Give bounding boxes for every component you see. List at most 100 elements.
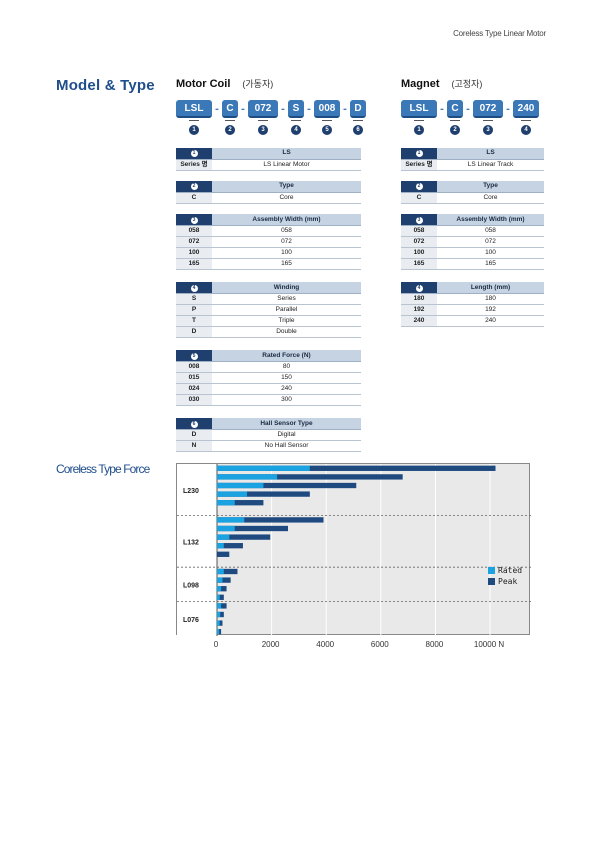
spec-code-cell: 030 — [176, 394, 212, 406]
table-row: 072 072 — [176, 236, 361, 248]
spec-table-number: 1 — [176, 148, 212, 160]
force-chart-svg: L230 L132 L098 L076 — [177, 464, 531, 636]
spec-number-badge: 4 — [415, 284, 423, 292]
spec-table-number: 5 — [176, 350, 212, 362]
motor-code-underline — [189, 120, 199, 121]
chart-bar-rated — [217, 620, 220, 626]
spec-value-cell: No Hall Sensor — [212, 440, 361, 452]
chart-bar-peak — [217, 551, 230, 557]
spec-number-badge: 2 — [415, 183, 423, 191]
magnet-spec-table: 3 Assembly Width (mm) 058 058 072 072 100 100 16… — [401, 214, 544, 270]
chart-bar-rated — [217, 517, 245, 523]
spec-table-number: 3 — [401, 214, 437, 226]
spec-number-badge: 1 — [415, 150, 423, 158]
x-axis-ticks: 0 2000 4000 6000 8000 10000 N — [0, 640, 600, 654]
spec-table-number: 1 — [401, 148, 437, 160]
magnet-spec-table: 4 Length (mm) 180 180 192 192 240 240 — [401, 282, 544, 327]
chart-bar-rated — [217, 611, 221, 618]
table-row: D Digital — [176, 429, 361, 441]
spec-value-cell: 80 — [212, 361, 361, 373]
spec-table-title: LS — [212, 148, 361, 160]
spec-value-cell: Triple — [212, 315, 361, 327]
chart-bar-peak — [217, 543, 243, 549]
force-title: Coreless Type Force — [56, 462, 150, 476]
spec-value-cell: LS Linear Track — [437, 159, 544, 171]
chart-bar-peak — [217, 500, 264, 506]
magnet-subtitle: (고정자) — [451, 79, 483, 89]
spec-code-cell: D — [176, 326, 212, 338]
spec-value-cell: 240 — [437, 315, 544, 327]
motor-code-number: 3 — [258, 125, 268, 135]
spec-value-cell: Core — [212, 192, 361, 204]
motor-code-segment: 008 — [314, 100, 340, 118]
magnet-code-segment: 072 — [473, 100, 503, 118]
chart-bar-peak — [217, 465, 496, 471]
page-header: Coreless Type Linear Motor — [453, 29, 546, 38]
motor-spec-table-header: 5 Rated Force (N) — [176, 350, 361, 362]
spec-number-badge: 3 — [190, 216, 198, 224]
chart-bar-peak — [217, 611, 224, 618]
motor-code-underline — [225, 120, 235, 121]
chart-bar-rated — [217, 482, 264, 489]
spec-table-title: Assembly Width (mm) — [437, 214, 544, 226]
legend-item: Rated — [488, 565, 522, 576]
spec-code-cell: 100 — [401, 247, 437, 259]
motor-code-dash: - — [241, 103, 245, 115]
table-row: 058 058 — [401, 225, 544, 237]
table-row: 058 058 — [176, 225, 361, 237]
spec-code-cell: N — [176, 440, 212, 452]
magnet-code-underline — [521, 120, 531, 121]
x-tick-label: 10000 N — [473, 640, 505, 649]
spec-number-badge: 4 — [190, 284, 198, 292]
spec-number-badge: 1 — [190, 150, 198, 158]
motor-code-underline — [353, 120, 363, 121]
spec-code-cell: S — [176, 293, 212, 305]
spec-code-cell: Series 명 — [401, 159, 437, 171]
x-tick-label: 6000 — [370, 640, 389, 649]
chart-group-label: L132 — [183, 539, 199, 546]
spec-value-cell: 058 — [212, 225, 361, 237]
table-row: 100 100 — [176, 247, 361, 259]
spec-code-cell: 100 — [176, 247, 212, 259]
table-row: S Series — [176, 293, 361, 305]
x-tick-label: 0 — [213, 640, 219, 649]
spec-code-cell: 072 — [176, 236, 212, 248]
spec-number-badge: 5 — [190, 352, 198, 360]
table-row: Series 명 LS Linear Track — [401, 159, 544, 171]
table-row: 008 80 — [176, 361, 361, 373]
chart-bar-peak — [217, 482, 357, 489]
motor-spec-table-header: 3 Assembly Width (mm) — [176, 214, 361, 226]
spec-value-cell: Double — [212, 326, 361, 338]
chart-bar-rated — [217, 534, 230, 540]
table-row: 015 150 — [176, 372, 361, 384]
motor-code-number: 5 — [322, 125, 332, 135]
spec-value-cell: 300 — [212, 394, 361, 406]
spec-value-cell: 150 — [212, 372, 361, 384]
spec-table-title: Type — [437, 181, 544, 193]
legend-label: Rated — [498, 566, 523, 575]
spec-code-cell: 008 — [176, 361, 212, 373]
chart-bar-peak — [217, 577, 231, 583]
legend-label: Peak — [498, 577, 518, 586]
magnet-code-underline — [450, 120, 460, 121]
table-row: Series 명 LS Linear Motor — [176, 159, 361, 171]
chart-bar-rated — [217, 474, 278, 480]
magnet-code-number: 2 — [450, 125, 460, 135]
motor-code-segment: S — [288, 100, 304, 118]
motor-coil-subtitle: (가동자) — [242, 79, 274, 89]
motor-code-underline — [322, 120, 332, 121]
chart-bar-rated — [217, 577, 223, 583]
table-row: 165 165 — [401, 258, 544, 270]
force-chart: L230 L132 L098 L076 — [176, 463, 531, 636]
motor-code-segment: D — [350, 100, 366, 118]
x-tick-label: 2000 — [261, 640, 280, 649]
chart-bar-rated — [217, 568, 224, 575]
chart-group-label: L230 — [183, 488, 199, 495]
spec-code-cell: Series 명 — [176, 159, 212, 171]
spec-table-title: Winding — [212, 282, 361, 294]
motor-spec-table-header: 4 Winding — [176, 282, 361, 294]
spec-value-cell: 165 — [212, 258, 361, 270]
motor-spec-table-header: 6 Hall Sensor Type — [176, 418, 361, 430]
spec-table-number: 2 — [401, 181, 437, 193]
spec-code-cell: T — [176, 315, 212, 327]
